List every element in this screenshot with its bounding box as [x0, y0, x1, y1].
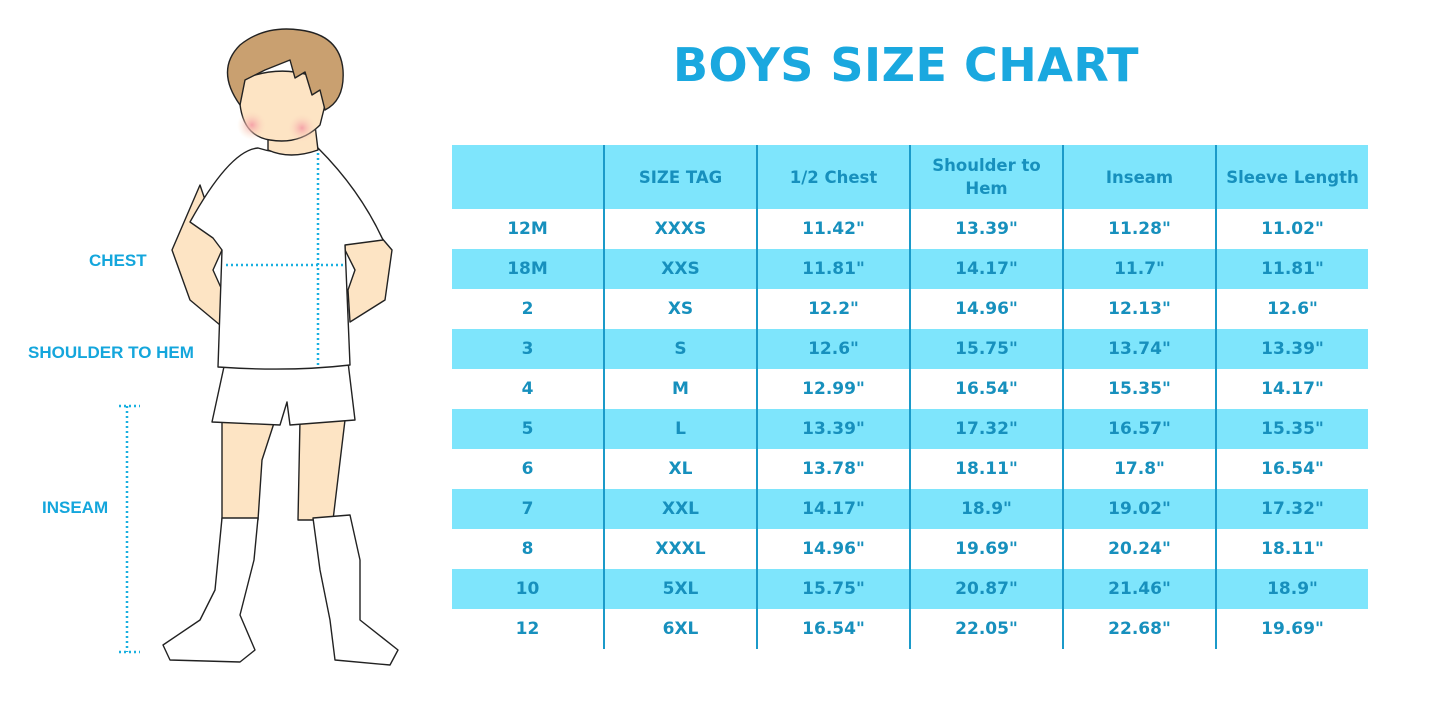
table-cell: 14.96"	[756, 529, 910, 569]
table-cell: XXXS	[603, 209, 757, 249]
table-row: 2 XS 12.2" 14.96" 12.13" 12.6"	[452, 289, 1368, 329]
table-cell: 13.78"	[756, 449, 910, 489]
table-cell: S	[603, 329, 757, 369]
table-cell: 14.17"	[756, 489, 910, 529]
legs	[221, 419, 346, 521]
table-cell: 8	[521, 539, 534, 559]
table-cell: 13.74"	[1062, 329, 1216, 369]
table-cell: XS	[603, 289, 757, 329]
table-cell: 11.81"	[1215, 249, 1368, 289]
table-cell: 11.02"	[1215, 209, 1368, 249]
table-row: 18M XXS 11.81" 14.17" 11.7" 11.81"	[452, 249, 1368, 289]
table-cell: XL	[603, 449, 757, 489]
table-cell: 22.05"	[909, 609, 1063, 649]
table-row: 3 S 12.6" 15.75" 13.74" 13.39"	[452, 329, 1368, 369]
table-cell: 3	[452, 329, 604, 369]
table-cell: 20.87"	[909, 569, 1063, 609]
table-cell: 2	[521, 299, 534, 319]
table-cell: XXXL	[603, 529, 757, 569]
table-cell: 15.75"	[756, 569, 910, 609]
table-row: 12 6XL 16.54" 22.05" 22.68" 19.69"	[452, 609, 1368, 649]
header-cell: Sleeve Length	[1215, 145, 1368, 209]
page-title: BOYS SIZE CHART	[672, 38, 1140, 92]
table-cell: 18.11"	[909, 449, 1063, 489]
table-cell: 12.13"	[1062, 289, 1216, 329]
table-header-row: SIZE TAG 1/2 Chest Shoulder to Hem Insea…	[452, 145, 1368, 209]
table-cell: 20.24"	[1062, 529, 1216, 569]
table-row: 8 XXXL 14.96" 19.69" 20.24" 18.11"	[452, 529, 1368, 569]
header-cell: Inseam	[1062, 145, 1216, 209]
table-cell: 12M	[507, 219, 548, 239]
hair	[226, 28, 344, 111]
table-row: 7 XXL 14.17" 18.9" 19.02" 17.32"	[452, 489, 1368, 529]
table-cell: 16.54"	[909, 369, 1063, 409]
table-cell: 14.96"	[909, 289, 1063, 329]
table-cell: XXS	[603, 249, 757, 289]
shoulder-to-hem-label: SHOULDER TO HEM	[28, 343, 194, 362]
table-cell: 18.9"	[909, 489, 1063, 529]
table-cell: 17.32"	[1215, 489, 1368, 529]
table-cell: 12.6"	[1215, 289, 1368, 329]
table-cell: M	[603, 369, 757, 409]
table-cell: 12.6"	[756, 329, 910, 369]
table-cell: 16.57"	[1062, 409, 1216, 449]
table-cell: 13.39"	[909, 209, 1063, 249]
table-cell: 18M	[452, 249, 604, 289]
table-cell: 18.11"	[1215, 529, 1368, 569]
table-cell: XXL	[603, 489, 757, 529]
right-sock	[312, 514, 399, 666]
table-row: 10 5XL 15.75" 20.87" 21.46" 18.9"	[452, 569, 1368, 609]
table-row: 5 L 13.39" 17.32" 16.57" 15.35"	[452, 409, 1368, 449]
table-cell: 14.17"	[909, 249, 1063, 289]
table-cell: 11.28"	[1062, 209, 1216, 249]
header-cell: 1/2 Chest	[756, 145, 910, 209]
table-cell: 19.69"	[909, 529, 1063, 569]
table-cell: 4	[521, 379, 534, 399]
table-cell: 13.39"	[1215, 329, 1368, 369]
table-cell: 15.75"	[909, 329, 1063, 369]
table-cell: 17.8"	[1062, 449, 1216, 489]
header-cell	[452, 145, 604, 209]
table-cell: 11.42"	[756, 209, 910, 249]
table-cell: 14.17"	[1215, 369, 1368, 409]
table-cell: 12.2"	[756, 289, 910, 329]
size-chart-table: SIZE TAG 1/2 Chest Shoulder to Hem Insea…	[452, 145, 1368, 649]
table-cell: 12	[515, 619, 540, 639]
left-sock	[162, 517, 259, 663]
table-row: 4 M 12.99" 16.54" 15.35" 14.17"	[452, 369, 1368, 409]
table-cell: 22.68"	[1062, 609, 1216, 649]
table-cell: 13.39"	[756, 409, 910, 449]
header-cell: SIZE TAG	[603, 145, 757, 209]
table-row: 12M XXXS 11.42" 13.39" 11.28" 11.02"	[452, 209, 1368, 249]
table-cell: 6	[521, 459, 534, 479]
table-cell: 19.69"	[1215, 609, 1368, 649]
table-cell: 18.9"	[1215, 569, 1368, 609]
table-cell: 11.7"	[1062, 249, 1216, 289]
table-cell: 16.54"	[756, 609, 910, 649]
table-cell: 15.35"	[1062, 369, 1216, 409]
table-cell: 7	[452, 489, 604, 529]
table-cell: 15.35"	[1215, 409, 1368, 449]
table-cell: 16.54"	[1215, 449, 1368, 489]
header-cell: Shoulder to Hem	[909, 145, 1063, 209]
table-cell: 21.46"	[1062, 569, 1216, 609]
table-cell: 11.81"	[756, 249, 910, 289]
inseam-label: INSEAM	[42, 498, 109, 517]
shorts	[211, 361, 356, 426]
table-cell: 10	[452, 569, 604, 609]
boy-measurement-illustration	[119, 28, 399, 666]
table-cell: 12.99"	[756, 369, 910, 409]
table-cell: 17.32"	[909, 409, 1063, 449]
table-cell: 5	[452, 409, 604, 449]
table-cell: 19.02"	[1062, 489, 1216, 529]
table-row: 6 XL 13.78" 18.11" 17.8" 16.54"	[452, 449, 1368, 489]
table-cell: 5XL	[603, 569, 757, 609]
table-cell: 6XL	[603, 609, 757, 649]
table-cell: L	[603, 409, 757, 449]
chest-label: CHEST	[89, 251, 147, 270]
